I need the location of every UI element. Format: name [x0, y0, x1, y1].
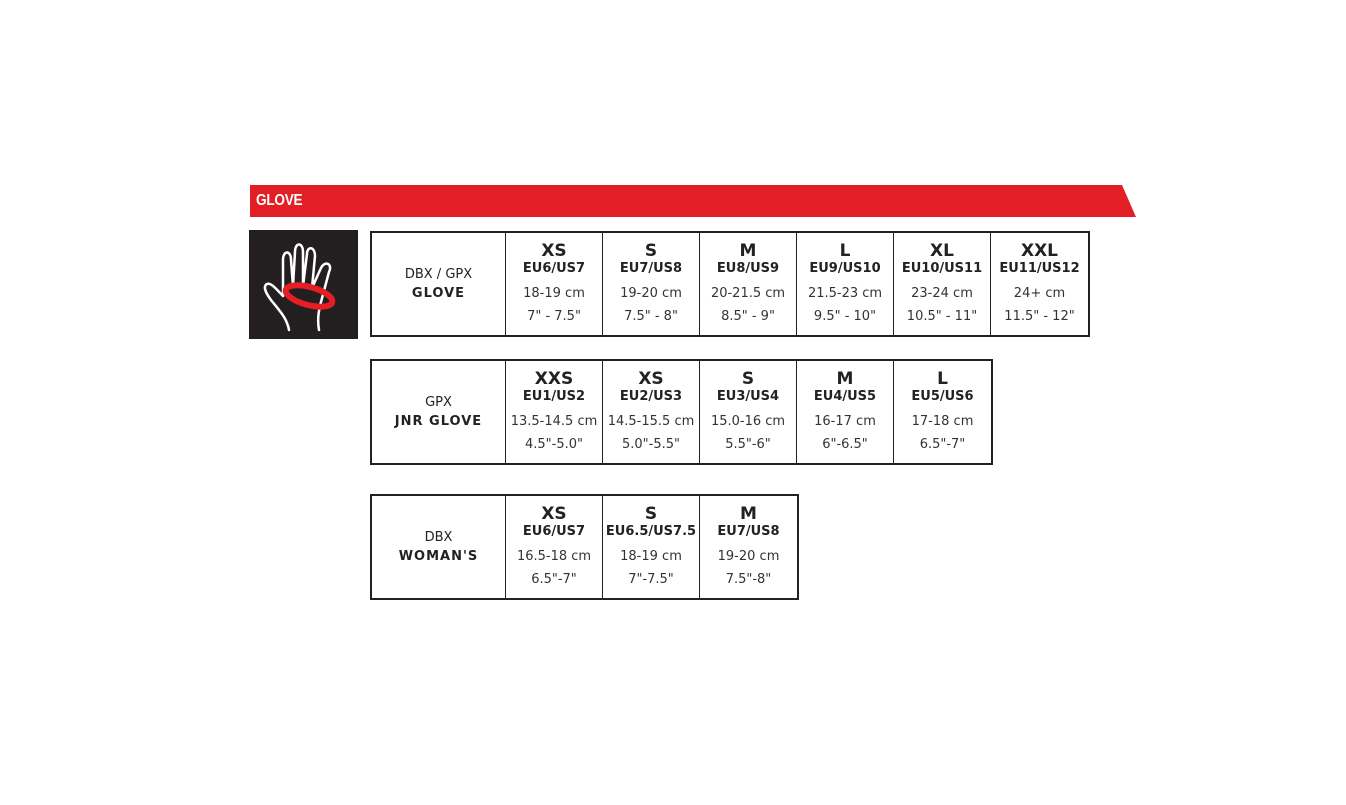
size-cm: 15.0-16 cm: [710, 414, 786, 429]
product-label: DBX WOMAN'S: [372, 496, 506, 598]
size-column: XXS EU1/US2 13.5-14.5 cm 4.5"-5.0": [506, 361, 603, 463]
size-column: S EU7/US8 19-20 cm 7.5" - 8": [603, 233, 700, 335]
size-inch: 4.5"-5.0": [525, 437, 583, 452]
size-label: M: [740, 504, 757, 524]
size-label: L: [839, 241, 851, 261]
size-column: L EU9/US10 21.5-23 cm 9.5" - 10": [797, 233, 894, 335]
size-column: M EU7/US8 19-20 cm 7.5"-8": [700, 496, 797, 598]
eu-us-size: EU7/US8: [619, 261, 683, 276]
eu-us-size: EU1/US2: [522, 389, 586, 404]
size-cm: 16-17 cm: [814, 414, 876, 429]
eu-us-size: EU3/US4: [716, 389, 780, 404]
hand-measure-icon: [249, 230, 358, 339]
size-cm: 16.5-18 cm: [516, 549, 592, 564]
eu-us-size: EU6/US7: [522, 524, 586, 539]
size-inch: 7"-7.5": [628, 572, 674, 587]
size-inch: 9.5" - 10": [813, 309, 877, 324]
banner-title: GLOVE: [256, 192, 303, 209]
eu-us-size: EU10/US11: [901, 261, 983, 276]
product-label: DBX / GPX GLOVE: [372, 233, 506, 335]
size-cm: 24+ cm: [1013, 286, 1066, 301]
size-label: S: [644, 241, 658, 261]
size-label: L: [937, 369, 948, 389]
size-inch: 7.5"-8": [725, 572, 772, 587]
size-label: S: [644, 504, 658, 524]
product-label: GPX JNR GLOVE: [372, 361, 506, 463]
size-cm: 21.5-23 cm: [807, 286, 883, 301]
product-name: JNR GLOVE: [394, 414, 483, 429]
size-column: XXL EU11/US12 24+ cm 11.5" - 12": [991, 233, 1088, 335]
product-line: DBX / GPX: [404, 267, 473, 282]
size-cm: 19-20 cm: [620, 286, 682, 301]
size-label: XXL: [1020, 241, 1059, 261]
size-inch: 6"-6.5": [822, 437, 868, 452]
eu-us-size: EU5/US6: [911, 389, 974, 404]
size-label: S: [741, 369, 755, 389]
size-cm: 17-18 cm: [911, 414, 974, 429]
size-cm: 20-21.5 cm: [710, 286, 786, 301]
size-cm: 23-24 cm: [911, 286, 973, 301]
eu-us-size: EU11/US12: [999, 261, 1080, 276]
product-name: WOMAN'S: [398, 549, 479, 564]
eu-us-size: EU6/US7: [522, 261, 586, 276]
size-inch: 7.5" - 8": [624, 309, 678, 324]
size-label: XS: [638, 369, 664, 389]
size-table: GPX JNR GLOVE XXS EU1/US2 13.5-14.5 cm 4.5"-5…: [370, 359, 993, 465]
size-label: XS: [541, 241, 567, 261]
size-inch: 5.0"-5.5": [622, 437, 680, 452]
size-column: XS EU6/US7 16.5-18 cm 6.5"-7": [506, 496, 603, 598]
size-cm: 14.5-15.5 cm: [607, 414, 695, 429]
size-column: M EU4/US5 16-17 cm 6"-6.5": [797, 361, 894, 463]
eu-us-size: EU2/US3: [619, 389, 683, 404]
size-table: DBX WOMAN'S XS EU6/US7 16.5-18 cm 6.5"-7" S EU6…: [370, 494, 799, 600]
size-label: M: [739, 241, 757, 261]
size-inch: 5.5"-6": [725, 437, 771, 452]
size-column: XL EU10/US11 23-24 cm 10.5" - 11": [894, 233, 991, 335]
size-cm: 18-19 cm: [523, 286, 585, 301]
size-cm: 18-19 cm: [620, 549, 682, 564]
product-line: DBX: [424, 530, 453, 545]
product-line: GPX: [425, 395, 452, 410]
size-cm: 13.5-14.5 cm: [510, 414, 598, 429]
size-inch: 11.5" - 12": [1004, 309, 1075, 324]
size-inch: 10.5" - 11": [906, 309, 978, 324]
size-label: M: [836, 369, 854, 389]
eu-us-size: EU7/US8: [717, 524, 780, 539]
section-banner: GLOVE: [250, 185, 1136, 217]
size-table: DBX / GPX GLOVE XS EU6/US7 18-19 cm 7" - 7.5"…: [370, 231, 1090, 337]
size-column: S EU3/US4 15.0-16 cm 5.5"-6": [700, 361, 797, 463]
size-cm: 19-20 cm: [717, 549, 780, 564]
size-inch: 7" - 7.5": [527, 309, 581, 324]
eu-us-size: EU6.5/US7.5: [605, 524, 697, 539]
product-name: GLOVE: [411, 286, 466, 301]
size-label: XS: [541, 504, 567, 524]
size-inch: 8.5" - 9": [721, 309, 775, 324]
size-label: XXS: [534, 369, 574, 389]
eu-us-size: EU8/US9: [716, 261, 780, 276]
size-inch: 6.5"-7": [919, 437, 966, 452]
eu-us-size: EU9/US10: [809, 261, 881, 276]
size-column: XS EU6/US7 18-19 cm 7" - 7.5": [506, 233, 603, 335]
size-inch: 6.5"-7": [531, 572, 577, 587]
size-column: S EU6.5/US7.5 18-19 cm 7"-7.5": [603, 496, 700, 598]
size-column: XS EU2/US3 14.5-15.5 cm 5.0"-5.5": [603, 361, 700, 463]
size-column: M EU8/US9 20-21.5 cm 8.5" - 9": [700, 233, 797, 335]
size-column: L EU5/US6 17-18 cm 6.5"-7": [894, 361, 991, 463]
size-label: XL: [930, 241, 954, 261]
eu-us-size: EU4/US5: [813, 389, 877, 404]
